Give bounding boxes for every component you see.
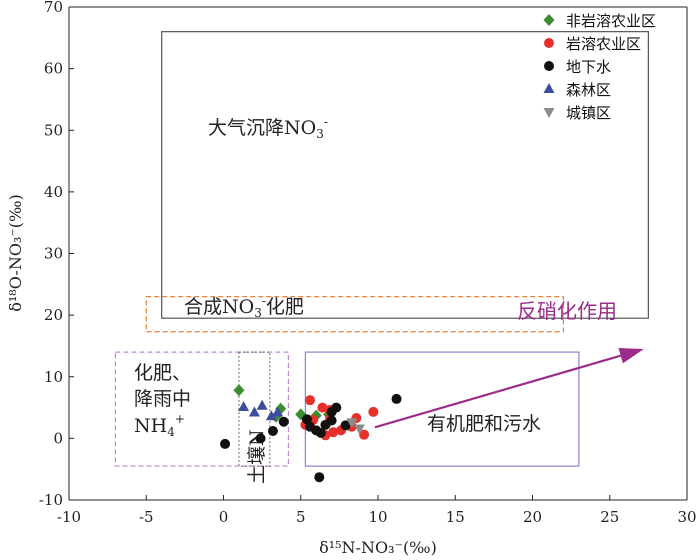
point-s4-4: [265, 410, 277, 421]
y-tick-label-60: 60: [44, 60, 63, 78]
y-tick-label-70: 70: [44, 0, 63, 16]
point-s5-2: [353, 424, 365, 435]
point-s1-1: [233, 384, 245, 397]
x-tick-label-10: 10: [368, 508, 387, 526]
region-label-manure-sewage: 有机肥和污水: [427, 413, 541, 435]
legend-marker-2: [544, 38, 554, 48]
region-labels: 大气沉降NO3- 合成NO3-化肥 化肥、 降雨中 NH4+ 土壤N 有机肥和污…: [134, 115, 541, 484]
legend-label-3: 地下水: [566, 58, 611, 76]
region-label-synthetic-fertilizer: 合成NO3-化肥: [184, 294, 304, 320]
arrow-shaft: [374, 354, 622, 429]
x-tick-label-15: 15: [446, 508, 465, 526]
region-box-4: [238, 351, 271, 467]
point-s3-15: [391, 393, 402, 404]
point-s2-9: [359, 429, 370, 440]
point-s4-5: [272, 406, 284, 417]
x-tick-label-0: 0: [219, 508, 229, 526]
y-tick-label--10: -10: [39, 491, 63, 509]
legend-label-1: 非岩溶农业区: [566, 12, 656, 30]
point-s3-1: [220, 438, 231, 449]
region-box-5: [304, 351, 580, 467]
point-s2-4: [317, 402, 328, 413]
data-points: [220, 384, 402, 483]
point-s3-12: [331, 402, 342, 413]
legend-label-2: 岩溶农业区: [566, 35, 641, 53]
region-box-1: [161, 31, 649, 319]
region-box-2: [145, 296, 564, 333]
x-tick-label-5: 5: [296, 508, 306, 526]
tick-labels: -10 -5 0 5 10 15 20 25 30 -10 0 10 20 30 40 50 60 70: [39, 0, 697, 526]
point-s5-1: [346, 418, 358, 429]
point-s2-3: [305, 395, 316, 406]
x-tick-label--10: -10: [57, 508, 81, 526]
y-tick-label-0: 0: [53, 429, 63, 447]
point-s3-13: [340, 420, 351, 431]
point-s2-11: [328, 427, 339, 438]
legend-marker-4: [543, 83, 555, 93]
region-label-soil-n: 土壤N: [246, 429, 268, 484]
legend-label-5: 城镇区: [566, 104, 611, 122]
point-s2-12: [368, 406, 379, 417]
y-tick-label-40: 40: [44, 183, 63, 201]
x-tick-label-30: 30: [677, 508, 696, 526]
axes: [68, 6, 688, 501]
point-s4-2: [248, 406, 260, 417]
point-s3-2: [255, 433, 266, 444]
region-label-nh4-line3: NH4+: [134, 412, 185, 439]
x-tick-label-20: 20: [523, 508, 542, 526]
region-label-atmospheric: 大气沉降NO3-: [208, 115, 328, 141]
x-tick-label-25: 25: [600, 508, 619, 526]
legend-marker-3: [544, 61, 554, 71]
point-s3-8: [315, 427, 326, 438]
point-s3-4: [278, 416, 289, 427]
y-tick-label-50: 50: [44, 121, 63, 139]
point-s3-3: [267, 425, 278, 436]
legend-marker-1: [543, 14, 555, 26]
x-tick-label--5: -5: [139, 508, 154, 526]
legend-label-4: 森林区: [566, 81, 611, 99]
source-regions: [114, 31, 649, 467]
point-s3-14: [314, 472, 325, 483]
region-label-nh4-line1: 化肥、: [134, 362, 191, 384]
arrow-label: 反硝化作用: [517, 299, 617, 323]
region-label-nh4-line2: 降雨中: [134, 388, 191, 410]
y-tick-label-10: 10: [44, 368, 63, 386]
denitrification-arrow: 反硝化作用: [374, 299, 644, 429]
point-s4-3: [256, 399, 268, 410]
y-tick-label-30: 30: [44, 245, 63, 263]
legend-marker-5: [543, 108, 555, 118]
point-s3-10: [326, 415, 337, 426]
y-tick-label-20: 20: [44, 306, 63, 324]
arrow-head: [618, 348, 644, 364]
x-axis-title: δ¹⁵N-NO₃⁻(‰): [319, 538, 437, 557]
y-axis-title: δ¹⁸O-NO₃⁻(‰): [6, 194, 25, 312]
point-s4-1: [238, 400, 250, 411]
